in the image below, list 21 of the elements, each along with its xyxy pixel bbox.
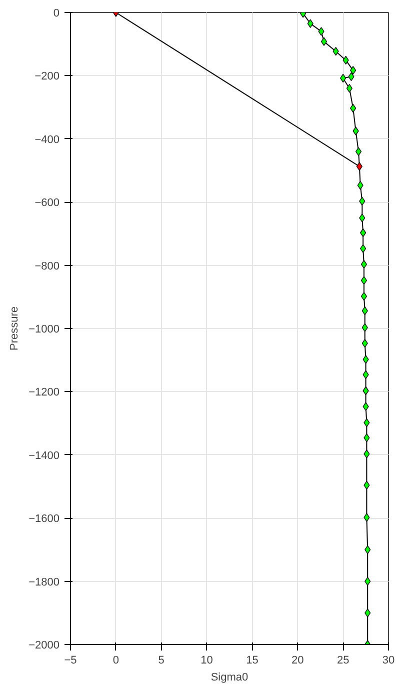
- x-tick-label: 20: [292, 654, 304, 666]
- y-tick-label: −1200: [28, 386, 60, 399]
- y-tick-label: 0: [53, 8, 60, 20]
- y-tick-label: −1400: [28, 450, 60, 462]
- y-tick-label: −2000: [28, 640, 60, 652]
- x-tick-label: 10: [200, 654, 213, 666]
- x-tick-label: 30: [382, 654, 395, 666]
- x-axis-title: Sigma0: [210, 672, 248, 684]
- x-tick-label: 25: [336, 654, 350, 666]
- x-tick-label: −5: [64, 654, 77, 666]
- x-tick-label: 0: [112, 654, 119, 666]
- x-tick-label: 5: [158, 654, 164, 666]
- y-tick-label: −1600: [28, 513, 60, 526]
- y-tick-label: −600: [34, 197, 60, 210]
- y-tick-label: −1800: [28, 576, 60, 588]
- x-tick-label: 15: [246, 654, 258, 666]
- y-tick-label: −400: [34, 134, 60, 146]
- y-tick-label: −800: [34, 260, 60, 272]
- y-tick-label: −200: [34, 70, 60, 83]
- y-tick-label: −1000: [28, 324, 60, 336]
- y-axis-title: Pressure: [8, 306, 21, 351]
